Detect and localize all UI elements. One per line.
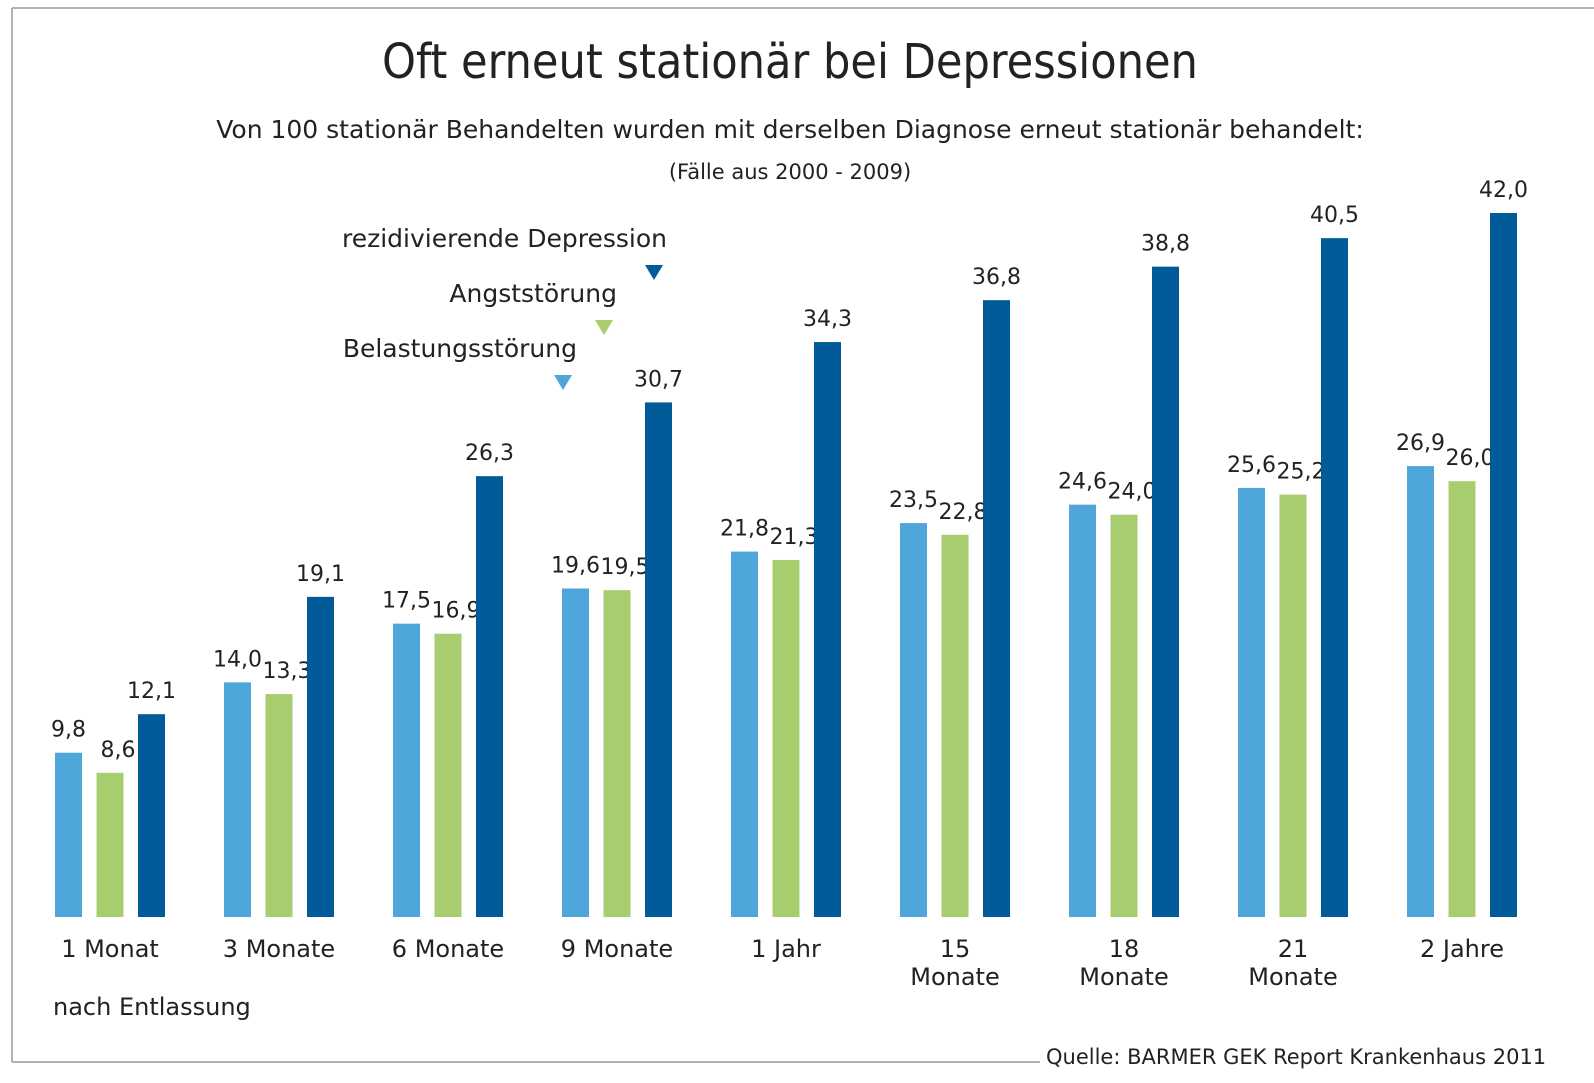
value-label: 9,8: [51, 718, 86, 743]
value-label: 26,0: [1446, 446, 1495, 471]
x-tick-label: Monate: [1248, 963, 1337, 991]
value-label: 17,5: [382, 589, 431, 614]
value-label: 25,2: [1277, 460, 1326, 485]
value-label: 26,3: [465, 441, 514, 466]
bar: [731, 551, 758, 917]
value-label: 14,0: [213, 647, 262, 672]
x-tick-label: Monate: [910, 963, 999, 991]
bar: [1490, 213, 1517, 917]
legend-marker: [554, 375, 572, 390]
value-label: 24,0: [1108, 480, 1157, 505]
bar: [1448, 481, 1476, 917]
value-label: 23,5: [889, 488, 938, 513]
x-tick-label: 6 Monate: [392, 935, 504, 963]
value-label: 24,6: [1058, 470, 1107, 495]
chart-title: Oft erneut stationär bei Depressionen: [382, 34, 1198, 90]
bar: [1152, 266, 1179, 918]
value-label: 38,8: [1141, 232, 1190, 257]
x-tick-label: 9 Monate: [561, 935, 673, 963]
value-label: 42,0: [1479, 178, 1528, 203]
bar: [265, 694, 293, 917]
bar: [138, 714, 165, 917]
bar: [1238, 487, 1265, 917]
value-label: 8,6: [101, 738, 136, 763]
legend-marker: [645, 265, 663, 280]
value-label: 22,8: [939, 500, 988, 525]
value-label: 30,7: [634, 367, 683, 392]
bar: [476, 476, 503, 917]
value-label: 16,9: [432, 599, 481, 624]
bar: [772, 559, 800, 917]
value-label: 26,9: [1396, 431, 1445, 456]
value-label: 34,3: [803, 307, 852, 332]
bar: [1069, 504, 1096, 917]
bar: [96, 772, 124, 917]
value-label: 12,1: [127, 679, 176, 704]
value-label: 21,3: [770, 525, 819, 550]
x-tick-label: Monate: [1079, 963, 1168, 991]
legend-label: rezidivierende Depression: [342, 224, 667, 253]
value-label: 25,6: [1227, 453, 1276, 478]
value-label: 19,1: [296, 562, 345, 587]
bar: [562, 588, 589, 917]
bar: [1110, 514, 1138, 917]
x-tick-label: 18: [1109, 935, 1140, 963]
bar: [434, 633, 462, 917]
x-tick-label: 2 Jahre: [1420, 935, 1504, 963]
subtitle: Von 100 stationär Behandelten wurden mit…: [216, 115, 1364, 144]
bar: [224, 682, 251, 917]
bar: [393, 623, 420, 917]
value-label: 21,8: [720, 517, 769, 542]
bar: [307, 596, 334, 917]
bar: [1321, 238, 1348, 918]
value-label: 36,8: [972, 265, 1021, 290]
bar: [603, 590, 631, 917]
bar: [1279, 494, 1307, 917]
note: (Fälle aus 2000 - 2009): [669, 160, 911, 184]
value-label: 19,5: [601, 555, 650, 580]
x-tick-label: 1 Jahr: [751, 935, 821, 963]
bar: [900, 523, 927, 917]
legend-label: Angststörung: [449, 279, 617, 308]
x-tick-label: 1 Monat: [61, 935, 159, 963]
x-tick-label: 3 Monate: [223, 935, 335, 963]
x-tick-label: 15: [940, 935, 971, 963]
value-label: 40,5: [1310, 203, 1359, 228]
bar: [1407, 466, 1434, 917]
value-label: 19,6: [551, 553, 600, 578]
x-tick-label: 21: [1278, 935, 1309, 963]
bar: [941, 534, 969, 917]
legend-label: Belastungsstörung: [343, 334, 577, 363]
bar: [645, 402, 672, 917]
value-label: 13,3: [263, 659, 312, 684]
x-axis-label: nach Entlassung: [53, 993, 251, 1021]
bar: [55, 752, 82, 917]
source: Quelle: BARMER GEK Report Krankenhaus 20…: [1046, 1045, 1546, 1069]
bar: [983, 300, 1010, 918]
bar: [814, 342, 841, 918]
legend-marker: [595, 320, 613, 335]
